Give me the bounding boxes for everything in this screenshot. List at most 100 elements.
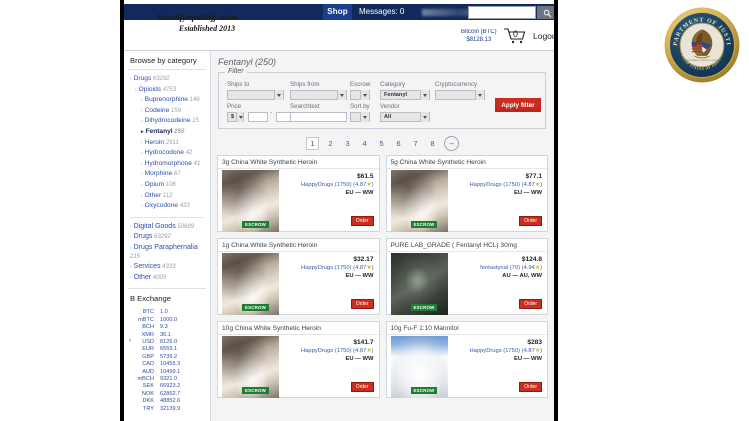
top-category-item-drugs-paraphernalia[interactable]: › Drugs Paraphernalia 215	[128, 243, 206, 262]
category-item-count: 106	[164, 181, 176, 188]
category-item-fentanyl[interactable]: ▸ Fentanyl 250	[128, 127, 206, 138]
product-vendor[interactable]: HappyDrugs (1750) (4.87★)	[469, 182, 542, 188]
pagination-page-4[interactable]: 4	[362, 139, 367, 148]
pagination-page-3[interactable]: 3	[345, 139, 350, 148]
product-thumbnail[interactable]: ESCROW	[222, 253, 279, 315]
sort-by-select[interactable]	[350, 112, 370, 122]
category-item-label: Hydromorphone	[144, 159, 192, 167]
category-item-opioids[interactable]: › Opioids 4753	[128, 85, 206, 96]
product-vendor[interactable]: fentastynal (70) (4.94★)	[480, 265, 542, 271]
product-card[interactable]: 3g China White Synthetic Heroin ESCROW $61…	[217, 155, 380, 232]
apply-filter-button[interactable]: Apply filter	[495, 98, 541, 112]
category-item-other[interactable]: › Other 112	[128, 191, 206, 202]
product-vendor[interactable]: HappyDrugs (1750) (4.87★)	[469, 348, 542, 354]
caret-right-icon: ›	[141, 181, 143, 188]
caret-right-icon: ›	[141, 97, 143, 104]
product-vendor[interactable]: HappyDrugs (1750) (4.87★)	[301, 348, 374, 354]
department-of-justice-seal: DEPARTMENT OF JUSTICE UNITED STATES OF A…	[660, 2, 741, 84]
pagination-page-7[interactable]: 7	[413, 139, 418, 148]
ships-from-select[interactable]	[290, 90, 347, 100]
price-currency-select[interactable]: $	[227, 112, 244, 122]
top-category-item-drugs[interactable]: › Drugs 63292	[128, 232, 206, 243]
category-item-count: 42	[183, 150, 193, 157]
cart-button[interactable]: 0	[502, 27, 528, 45]
site-logo-established: Established 2013	[178, 24, 236, 33]
category-item-drugs[interactable]: › Drugs 63292	[128, 74, 206, 85]
order-button[interactable]: Order	[350, 298, 374, 309]
messages-link[interactable]: Messages: 0	[359, 4, 404, 20]
searchtext-input[interactable]	[290, 112, 347, 122]
product-price: $124.8	[521, 256, 542, 263]
pagination-next-button[interactable]: →	[444, 136, 459, 151]
search-input[interactable]	[468, 6, 536, 19]
category-item-label: Oxycodone	[144, 202, 179, 210]
pagination-page-1[interactable]: 1	[306, 137, 319, 150]
product-card[interactable]: 10g China White Synthetic Heroin ESCROW $1…	[217, 321, 380, 398]
exchange-currency: EUR	[142, 346, 154, 353]
product-thumbnail[interactable]: ESCROW	[222, 170, 279, 232]
top-category-item-digital-goods[interactable]: › Digital Goods 50689	[128, 222, 206, 233]
top-category-item-services[interactable]: › Services 4333	[128, 262, 206, 273]
exchange-value: 6559.1	[160, 346, 178, 353]
product-thumbnail[interactable]: ESCROW	[390, 170, 448, 232]
exchange-value: 48852.6	[160, 398, 181, 405]
cryptocurrency-select[interactable]	[435, 90, 485, 100]
order-button[interactable]: Order	[350, 381, 374, 392]
tab-shop[interactable]: Shop	[323, 4, 352, 20]
product-thumbnail[interactable]: ESCROW	[222, 336, 279, 398]
pagination-page-6[interactable]: 6	[396, 139, 401, 148]
exchange-rate-row: EUR 6559.1	[134, 346, 206, 353]
site-logo[interactable]: lchudifyeqm4ldjj.onion Established 2013	[138, 13, 258, 33]
filter-panel: Filter Ships to Ships from Escrow Catego…	[218, 68, 546, 129]
order-button[interactable]: Order	[519, 381, 542, 392]
exchange-rate-row: SEK 66923.2	[134, 383, 206, 390]
top-category-item-other[interactable]: › Other 4005	[128, 273, 206, 284]
category-item-dihydrocodeine[interactable]: › Dihydrocodeine 15	[128, 116, 206, 127]
product-card[interactable]: 5g China White Synthetic Heroin ESCROW $77…	[385, 155, 548, 232]
rating-star-icon: ★	[366, 348, 372, 354]
category-select[interactable]: Fentanyl	[380, 90, 430, 100]
order-button[interactable]: Order	[350, 215, 374, 226]
pagination-page-8[interactable]: 8	[430, 139, 435, 148]
product-vendor-close: )	[371, 265, 374, 271]
redacted-username-text	[422, 9, 512, 16]
category-item-morphine[interactable]: › Morphine 67	[128, 169, 206, 180]
escrow-badge: ESCROW	[410, 386, 438, 394]
exchange-value: 1000.0	[160, 316, 178, 323]
header-divider	[124, 50, 554, 51]
escrow-select[interactable]	[350, 90, 370, 100]
category-item-oxycodone[interactable]: › Oxycodone 433	[128, 201, 206, 212]
product-name: 1g China White Synthetic Heroin	[218, 239, 379, 252]
price-min-input[interactable]	[248, 112, 268, 122]
product-name: PURE LAB_GRADE ( Fentanyl HCL) 30mg	[386, 239, 547, 252]
category-item-hydromorphone[interactable]: › Hydromorphone 41	[128, 159, 206, 170]
product-vendor-name: HappyDrugs (1750) (4.87	[469, 182, 535, 188]
category-item-opium[interactable]: › Opium 106	[128, 180, 206, 191]
caret-right-icon: ›	[130, 274, 132, 281]
category-item-codeine[interactable]: › Codeine 159	[128, 106, 206, 117]
pagination-page-5[interactable]: 5	[379, 139, 384, 148]
category-item-hydrocodone[interactable]: › Hydrocodone 42	[128, 148, 206, 159]
order-button[interactable]: Order	[519, 298, 542, 309]
product-vendor[interactable]: HappyDrugs (1750) (4.87★)	[301, 265, 374, 271]
category-item-buprenorphine[interactable]: › Buprenorphine 146	[128, 95, 206, 106]
product-info: $77.1 HappyDrugs (1750) (4.87★) EU — WW	[469, 173, 542, 196]
ships-to-select[interactable]	[227, 90, 284, 100]
product-vendor[interactable]: HappyDrugs (1750) (4.87★)	[301, 182, 374, 188]
category-tree: › Drugs 63292 › Opioids 4753 › Buprenorphine …	[128, 70, 206, 212]
category-item-heroin[interactable]: › Heroin 2911	[128, 138, 206, 149]
product-thumbnail[interactable]: ESCROW	[390, 336, 448, 398]
pagination-page-2[interactable]: 2	[328, 139, 333, 148]
product-thumbnail[interactable]: ESCROW	[390, 253, 448, 315]
product-card[interactable]: 10g Fu-F 1:10 Mannitol ESCROW $283 HappyDru…	[385, 321, 548, 398]
escrow-badge: ESCROW	[242, 220, 269, 228]
search-button[interactable]	[537, 6, 554, 19]
product-card[interactable]: PURE LAB_GRADE ( Fentanyl HCL) 30mg ESCRO…	[385, 238, 548, 315]
caret-right-icon: ›	[130, 244, 132, 251]
logout-link[interactable]: Logout	[533, 31, 554, 41]
top-category-item-count: 215	[130, 253, 141, 260]
order-button[interactable]: Order	[519, 215, 542, 226]
vendor-select[interactable]: All	[380, 112, 430, 122]
exchange-value: 32139.9	[160, 405, 181, 412]
product-card[interactable]: 1g China White Synthetic Heroin ESCROW $32…	[217, 238, 380, 315]
